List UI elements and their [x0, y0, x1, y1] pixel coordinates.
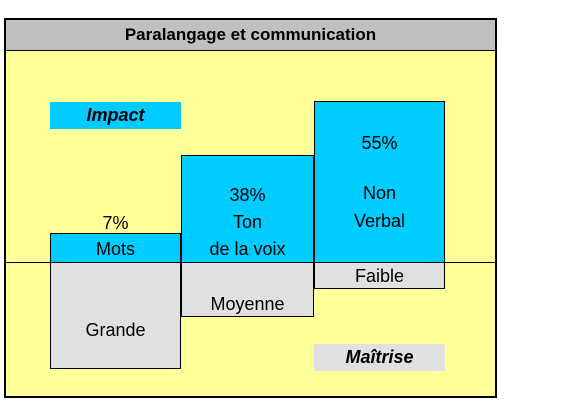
impact-bar-non-verbal: 55% Non Verbal — [314, 101, 445, 263]
impact-label: Impact — [50, 102, 181, 129]
maitrise-bar-faible: Faible — [314, 262, 445, 289]
impact-percent-non-verbal: 55% — [361, 133, 398, 153]
impact-bar-ton-de-la-voix: 38% Ton de la voix — [181, 155, 314, 263]
impact-bar-mots: Mots — [50, 233, 181, 263]
maitrise-value-moyenne: Moyenne — [210, 294, 285, 314]
impact-name-non: Non — [362, 183, 397, 203]
impact-name-de-la-voix: de la voix — [209, 239, 286, 259]
impact-name-verbal: Verbal — [353, 211, 406, 231]
maitrise-value-grande: Grande — [85, 320, 146, 340]
diagram-frame: Paralangage et communication Impact Maît… — [4, 18, 497, 398]
maitrise-label: Maîtrise — [314, 344, 445, 371]
baseline-divider — [6, 262, 495, 263]
maitrise-bar-moyenne: Moyenne — [181, 262, 314, 317]
maitrise-value-faible: Faible — [354, 266, 405, 286]
impact-name-ton: Ton — [232, 212, 263, 232]
maitrise-bar-grande: Grande — [50, 262, 181, 369]
impact-percent-mots: 7% — [102, 213, 129, 233]
diagram-title: Paralangage et communication — [6, 20, 495, 51]
impact-name-mots: Mots — [95, 239, 135, 259]
impact-percent-ton-de-la-voix: 38% — [229, 185, 266, 205]
